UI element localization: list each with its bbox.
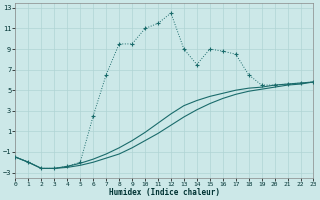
X-axis label: Humidex (Indice chaleur): Humidex (Indice chaleur) [109,188,220,197]
